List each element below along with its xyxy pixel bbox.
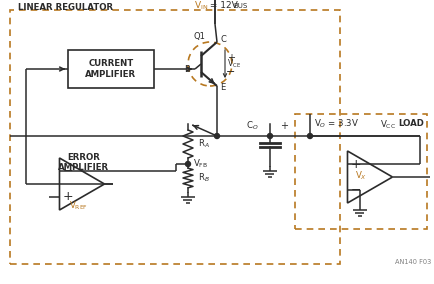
Text: V$_{\mathregular{CC}}$: V$_{\mathregular{CC}}$ — [379, 118, 395, 131]
Text: AN140 F03: AN140 F03 — [394, 259, 430, 265]
Bar — [68, 50, 154, 88]
Text: R$_A$: R$_A$ — [197, 138, 209, 150]
Text: V$_X$: V$_X$ — [355, 169, 367, 181]
Text: V$_{\mathregular{IN}}$: V$_{\mathregular{IN}}$ — [194, 0, 208, 12]
Text: V$_{\mathregular{FB}}$: V$_{\mathregular{FB}}$ — [193, 158, 208, 170]
Text: +: + — [227, 53, 234, 63]
Text: +: + — [349, 158, 360, 170]
Bar — [10, 10, 339, 264]
Text: B: B — [184, 64, 190, 74]
Text: ERROR: ERROR — [67, 153, 100, 162]
Circle shape — [214, 133, 219, 139]
Text: CURRENT: CURRENT — [88, 59, 133, 68]
Text: −: − — [349, 183, 360, 197]
Text: Q1: Q1 — [193, 32, 204, 41]
Text: +: + — [62, 191, 72, 204]
Text: C: C — [220, 36, 225, 45]
Text: −: − — [226, 67, 235, 77]
Text: LINEAR REGULATOR: LINEAR REGULATOR — [18, 3, 113, 11]
Text: = 12V: = 12V — [207, 1, 237, 11]
Text: V$_O$ = 3.3V: V$_O$ = 3.3V — [313, 118, 358, 130]
Text: R$_B$: R$_B$ — [197, 172, 210, 184]
Circle shape — [185, 162, 190, 166]
Circle shape — [267, 133, 272, 139]
Text: −: − — [62, 164, 72, 178]
Text: AMPLIFIER: AMPLIFIER — [58, 162, 109, 172]
Text: BUS: BUS — [233, 3, 247, 9]
Text: AMPLIFIER: AMPLIFIER — [85, 70, 136, 79]
Text: E: E — [220, 83, 225, 93]
Text: V$_{\mathregular{CE}}$: V$_{\mathregular{CE}}$ — [227, 58, 240, 70]
Bar — [294, 114, 426, 229]
Text: V$_{\mathregular{REF}}$: V$_{\mathregular{REF}}$ — [69, 199, 89, 212]
Circle shape — [307, 133, 312, 139]
Text: C$_O$: C$_O$ — [245, 120, 258, 132]
Text: LOAD: LOAD — [397, 118, 423, 128]
Text: +: + — [279, 121, 287, 131]
